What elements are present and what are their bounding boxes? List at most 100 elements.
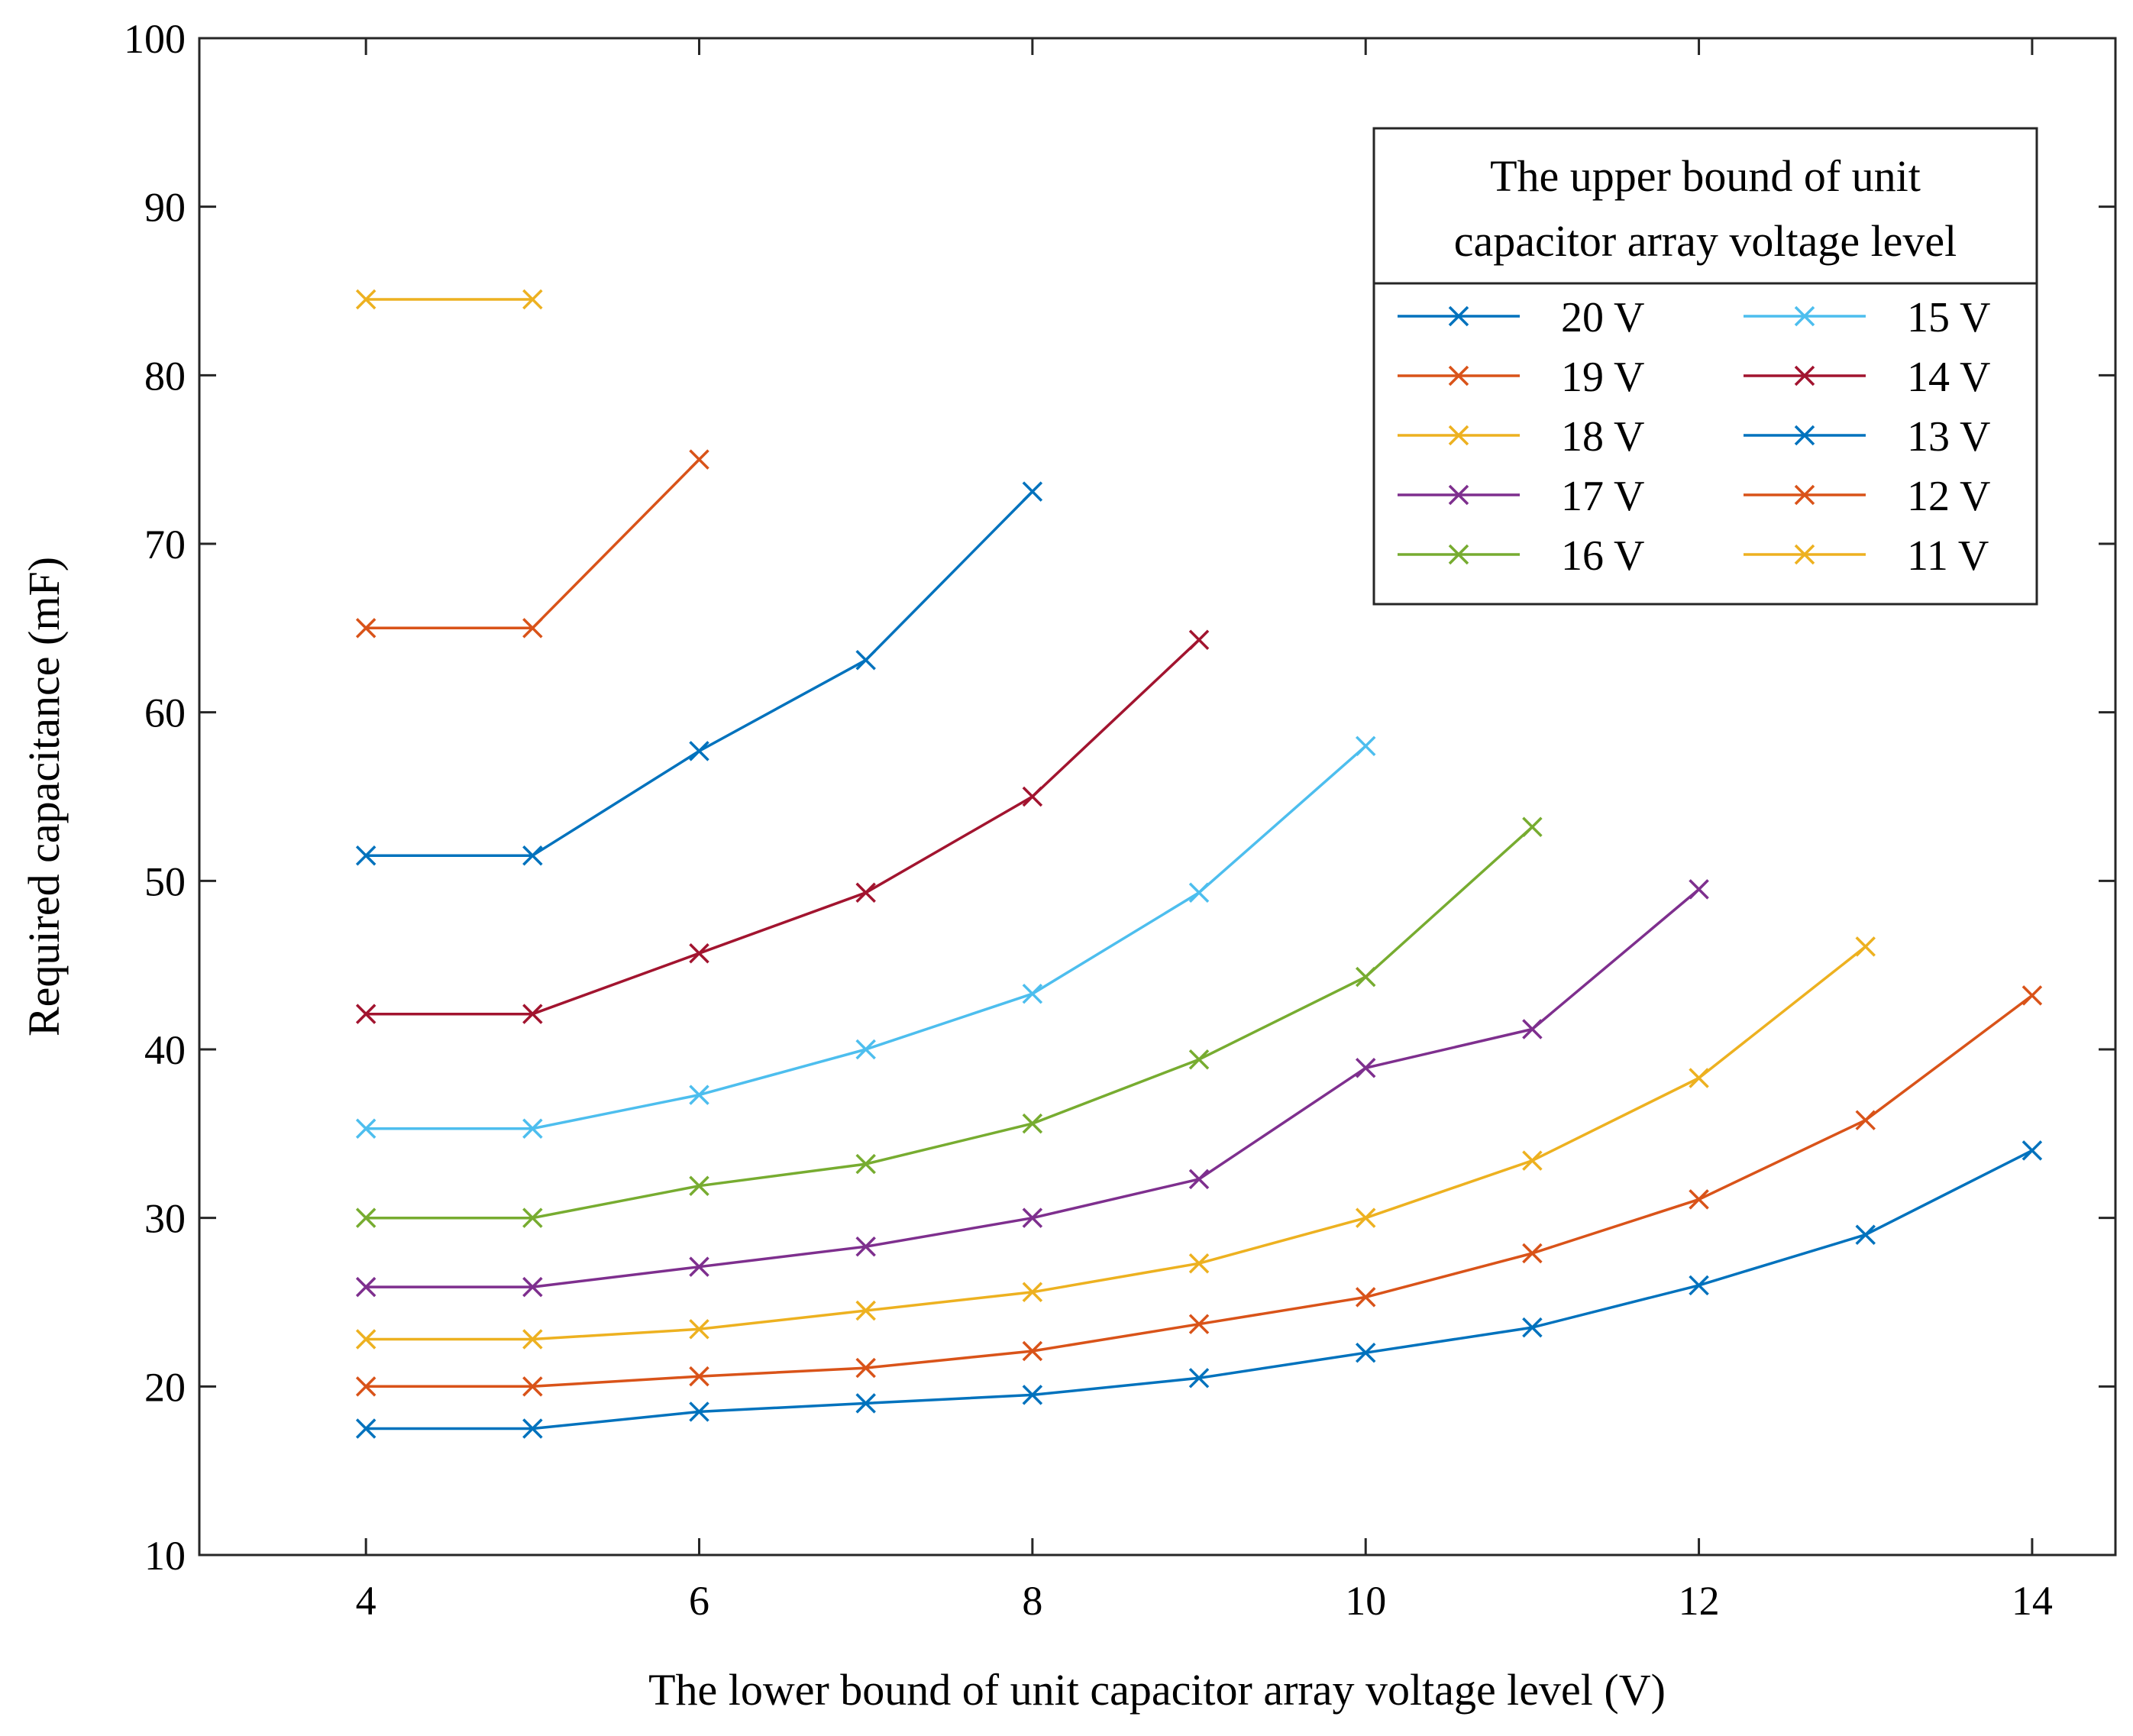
data-point-20-v: [2022, 1140, 2043, 1161]
legend-entry-19-v: 19 V: [1398, 354, 1644, 401]
data-point-19-v: [1355, 1287, 1376, 1308]
data-point-12-v: [689, 449, 709, 470]
legend-swatch-marker: [1794, 305, 1815, 327]
series-14-v: [355, 629, 1210, 1024]
data-point-20-v: [1522, 1317, 1543, 1338]
data-point-17-v: [855, 1236, 876, 1257]
legend-title-line-2: capacitor array voltage level: [1454, 216, 1957, 266]
legend-label: 13 V: [1907, 413, 1990, 461]
data-point-11-v: [355, 289, 377, 310]
legend-entry-13-v: 13 V: [1744, 413, 1990, 461]
plot-area-frame: [198, 37, 2117, 1557]
legend-label: 16 V: [1561, 532, 1644, 580]
legend-swatch-marker: [1794, 365, 1815, 386]
x-axis-title: The lower bound of unit capacitor array …: [648, 1665, 1666, 1715]
data-point-16-v: [1522, 816, 1543, 837]
data-point-13-v: [855, 650, 876, 671]
y-tick-label: 80: [144, 353, 186, 399]
data-point-15-v: [1355, 735, 1376, 757]
data-point-18-v: [1689, 1068, 1709, 1088]
legend-entry-14-v: 14 V: [1744, 354, 1990, 401]
series-17-v: [355, 879, 1709, 1298]
x-tick-label: 8: [1022, 1578, 1042, 1624]
x-tick-label: 10: [1345, 1578, 1386, 1624]
data-point-18-v: [355, 1329, 377, 1350]
data-point-18-v: [1188, 1253, 1210, 1274]
y-tick-label: 20: [144, 1364, 186, 1410]
y-tick-label: 90: [144, 185, 186, 231]
data-point-17-v: [1355, 1058, 1376, 1078]
data-point-20-v: [689, 1401, 709, 1422]
y-tick-label: 70: [144, 522, 186, 567]
data-point-17-v: [1188, 1169, 1210, 1190]
data-point-19-v: [1689, 1189, 1709, 1210]
data-point-20-v: [1689, 1275, 1709, 1296]
data-point-15-v: [1022, 983, 1043, 1004]
data-point-12-v: [522, 618, 543, 638]
data-point-17-v: [689, 1256, 709, 1277]
data-point-18-v: [1855, 936, 1876, 957]
data-point-16-v: [1355, 966, 1376, 988]
legend: The upper bound of unit capacitor array …: [1372, 127, 2038, 606]
x-tick-label: 12: [1679, 1578, 1720, 1624]
legend-swatch-marker: [1448, 544, 1469, 565]
y-tick-label: 30: [144, 1196, 186, 1242]
data-point-14-v: [522, 1004, 543, 1024]
legend-box: [1372, 127, 2038, 606]
data-point-17-v: [355, 1276, 377, 1298]
legend-entry-16-v: 16 V: [1398, 532, 1644, 580]
legend-label: 19 V: [1561, 354, 1644, 401]
data-point-20-v: [1188, 1368, 1210, 1388]
data-point-13-v: [355, 845, 377, 866]
data-point-19-v: [689, 1366, 709, 1387]
legend-swatch-marker: [1448, 425, 1469, 446]
series-12-v: [355, 449, 709, 638]
data-point-13-v: [522, 845, 543, 866]
data-point-17-v: [522, 1276, 543, 1298]
y-axis: 10 20 30 40 50 60 70 80 90 100: [124, 16, 2115, 1579]
data-point-20-v: [1355, 1342, 1376, 1363]
series-13-v: [355, 481, 1043, 866]
data-point-12-v: [355, 618, 377, 638]
y-tick-label: 10: [144, 1533, 186, 1579]
legend-swatch-marker: [1794, 544, 1815, 565]
data-point-17-v: [1522, 1019, 1543, 1039]
data-point-18-v: [689, 1319, 709, 1340]
series-15-v: [355, 735, 1376, 1139]
data-point-11-v: [522, 289, 543, 310]
legend-entry-11-v: 11 V: [1744, 532, 1989, 580]
legend-swatch-marker: [1794, 484, 1815, 506]
series-19-v: [355, 985, 2043, 1397]
data-point-16-v: [522, 1207, 543, 1228]
data-point-19-v: [1855, 1110, 1876, 1130]
series-11-v: [355, 289, 543, 310]
data-point-16-v: [855, 1153, 876, 1175]
legend-swatch-marker: [1448, 484, 1469, 506]
y-axis-title: Required capacitance (mF): [19, 557, 69, 1036]
data-point-16-v: [355, 1207, 377, 1228]
data-point-20-v: [1855, 1224, 1876, 1245]
legend-label: 17 V: [1561, 473, 1644, 520]
legend-label: 18 V: [1561, 413, 1644, 461]
data-point-15-v: [855, 1039, 876, 1060]
data-point-17-v: [1689, 879, 1709, 900]
legend-label: 15 V: [1907, 294, 1990, 341]
legend-title-line-1: The upper bound of unit: [1490, 151, 1921, 201]
data-point-14-v: [1188, 629, 1210, 651]
data-point-18-v: [1355, 1207, 1376, 1228]
legend-label: 12 V: [1907, 473, 1990, 520]
data-point-19-v: [1522, 1243, 1543, 1264]
data-point-14-v: [1022, 786, 1043, 807]
legend-swatch-marker: [1794, 425, 1815, 446]
data-point-20-v: [355, 1418, 377, 1439]
data-point-16-v: [1022, 1113, 1043, 1134]
legend-swatch-marker: [1448, 305, 1469, 327]
x-tick-label: 14: [2012, 1578, 2053, 1624]
data-point-15-v: [1188, 882, 1210, 904]
data-point-20-v: [522, 1418, 543, 1439]
x-tick-label: 6: [689, 1578, 709, 1624]
series-layer: [355, 289, 2043, 1439]
series-20-v: [355, 1140, 2043, 1439]
data-point-14-v: [855, 882, 876, 904]
y-tick-label: 100: [124, 16, 186, 62]
